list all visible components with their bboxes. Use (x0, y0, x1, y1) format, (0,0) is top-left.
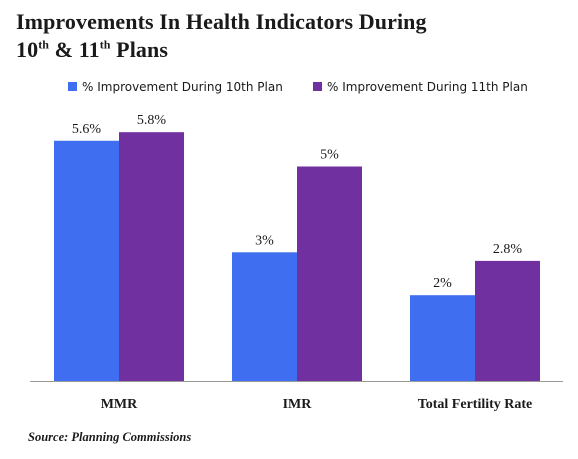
title-sup-10: th (38, 37, 50, 52)
bar-mmr-series-2 (119, 132, 184, 381)
title-part-amp: & 11 (49, 37, 100, 62)
bar-mmr-series-1 (54, 140, 119, 381)
data-label-imr-series-2: 5% (320, 148, 339, 163)
bar-total-fertility-rate-series-1 (410, 295, 475, 381)
bar-imr-series-2 (297, 166, 362, 381)
legend-swatch-1 (68, 82, 77, 91)
source-note: Source: Planning Commissions (28, 430, 192, 444)
category-label-total-fertility-rate: Total Fertility Rate (418, 397, 533, 412)
bar-imr-series-1 (232, 252, 297, 381)
category-label-imr: IMR (283, 397, 313, 412)
title-sup-11: th (99, 37, 111, 52)
legend-swatch-2 (313, 82, 322, 91)
title-part-plans: Plans (110, 37, 169, 62)
bar-total-fertility-rate-series-2 (475, 260, 540, 381)
data-label-imr-series-1: 3% (255, 233, 274, 248)
legend-label-2: % Improvement During 11th Plan (327, 80, 528, 94)
data-label-total-fertility-rate-series-1: 2% (433, 276, 452, 291)
legend-label-1: % Improvement During 10th Plan (82, 80, 283, 94)
chart-title: Improvements In Health Indicators During… (16, 8, 566, 64)
data-label-total-fertility-rate-series-2: 2.8% (493, 242, 523, 257)
chart-title-line1: Improvements In Health Indicators During (16, 9, 427, 34)
category-label-mmr: MMR (101, 397, 138, 412)
data-label-mmr-series-1: 5.6% (72, 122, 102, 137)
title-part-10: 10 (16, 37, 39, 62)
data-label-mmr-series-2: 5.8% (137, 113, 167, 128)
chart-title-line2: 10th & 11th Plans (16, 36, 566, 64)
